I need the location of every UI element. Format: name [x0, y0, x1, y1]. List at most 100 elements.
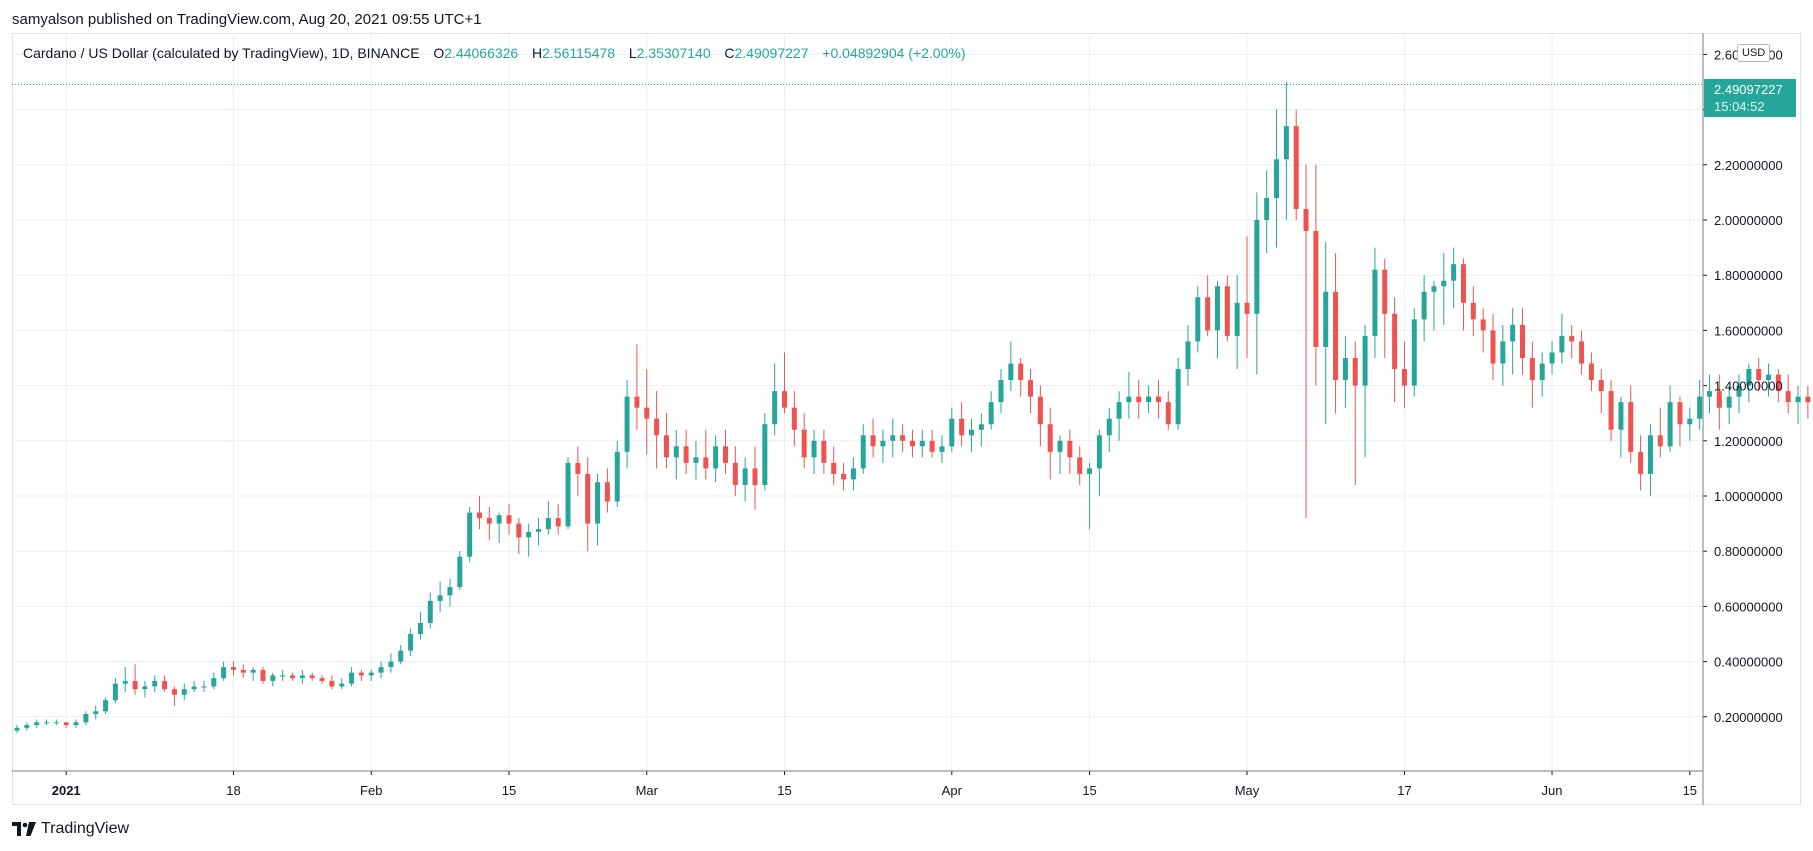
candle[interactable]	[53, 719, 59, 726]
candle[interactable]	[1441, 253, 1447, 325]
candle[interactable]	[575, 446, 581, 496]
candle[interactable]	[1146, 385, 1152, 414]
candle[interactable]	[1628, 385, 1634, 463]
candle[interactable]	[1716, 374, 1722, 430]
candle[interactable]	[1333, 253, 1339, 414]
candle[interactable]	[850, 457, 856, 491]
candle[interactable]	[1569, 324, 1575, 358]
candle[interactable]	[1224, 275, 1230, 342]
candle[interactable]	[545, 501, 551, 535]
candle[interactable]	[683, 429, 689, 474]
candle[interactable]	[1254, 192, 1260, 375]
candle[interactable]	[1726, 385, 1732, 425]
candle[interactable]	[142, 680, 148, 698]
candle[interactable]	[1667, 385, 1673, 452]
candle[interactable]	[988, 391, 994, 430]
candle[interactable]	[1274, 109, 1280, 248]
candle[interactable]	[860, 424, 866, 474]
candle[interactable]	[939, 435, 945, 463]
candle[interactable]	[122, 667, 128, 692]
candle[interactable]	[713, 435, 719, 483]
candle[interactable]	[230, 661, 236, 676]
candle[interactable]	[909, 429, 915, 458]
candle[interactable]	[1411, 308, 1417, 397]
candle[interactable]	[1677, 396, 1683, 447]
candle[interactable]	[841, 462, 847, 491]
candle[interactable]	[811, 429, 817, 474]
candle[interactable]	[1077, 446, 1083, 485]
candle[interactable]	[1283, 82, 1289, 220]
candle[interactable]	[476, 496, 482, 530]
candle[interactable]	[900, 424, 906, 452]
candle[interactable]	[526, 523, 532, 557]
candle[interactable]	[191, 680, 197, 692]
candle[interactable]	[309, 672, 315, 681]
candle[interactable]	[565, 457, 571, 530]
candle[interactable]	[693, 440, 699, 480]
candle[interactable]	[171, 686, 177, 706]
candle[interactable]	[624, 380, 630, 469]
candle[interactable]	[132, 664, 138, 695]
candle[interactable]	[280, 669, 286, 681]
candle[interactable]	[772, 363, 778, 436]
candle[interactable]	[870, 418, 876, 458]
candle[interactable]	[1657, 407, 1663, 458]
candle[interactable]	[496, 512, 502, 543]
candle[interactable]	[1096, 429, 1102, 496]
candle[interactable]	[1155, 380, 1161, 419]
candle[interactable]	[1638, 435, 1644, 491]
candle[interactable]	[644, 369, 650, 455]
candle[interactable]	[112, 678, 118, 703]
candle[interactable]	[162, 675, 168, 692]
candle[interactable]	[417, 611, 423, 640]
candle[interactable]	[929, 429, 935, 458]
candle[interactable]	[299, 669, 305, 684]
candle[interactable]	[1323, 242, 1329, 425]
candle[interactable]	[1618, 396, 1624, 458]
candle[interactable]	[968, 418, 974, 452]
candle[interactable]	[1460, 258, 1466, 331]
candle[interactable]	[752, 446, 758, 510]
candle[interactable]	[1234, 275, 1240, 370]
candle[interactable]	[457, 551, 463, 590]
candle[interactable]	[1175, 358, 1181, 430]
candle[interactable]	[1244, 236, 1250, 358]
candle[interactable]	[1766, 363, 1772, 397]
candle[interactable]	[1037, 385, 1043, 447]
candle[interactable]	[427, 592, 433, 629]
candle[interactable]	[1008, 341, 1014, 392]
candle[interactable]	[1293, 109, 1299, 220]
candle[interactable]	[152, 675, 158, 692]
candle[interactable]	[1214, 280, 1220, 358]
candle[interactable]	[1559, 313, 1565, 364]
candle[interactable]	[919, 429, 925, 458]
candle[interactable]	[1687, 407, 1693, 441]
candle[interactable]	[1529, 341, 1535, 408]
candle[interactable]	[703, 429, 709, 480]
candle[interactable]	[181, 683, 187, 701]
candle[interactable]	[83, 711, 89, 726]
candle[interactable]	[1057, 435, 1063, 474]
candle[interactable]	[408, 628, 414, 657]
candle[interactable]	[1805, 385, 1811, 419]
candle[interactable]	[388, 653, 394, 673]
candle[interactable]	[890, 418, 896, 458]
candle[interactable]	[1431, 280, 1437, 331]
candle[interactable]	[1106, 407, 1112, 452]
candle[interactable]	[654, 391, 660, 469]
candle[interactable]	[1598, 369, 1604, 414]
candle[interactable]	[260, 667, 266, 684]
candle[interactable]	[722, 429, 728, 474]
candle[interactable]	[319, 675, 325, 684]
candle[interactable]	[1480, 308, 1486, 353]
candle[interactable]	[1195, 286, 1201, 353]
candle[interactable]	[782, 352, 788, 414]
candle[interactable]	[1451, 247, 1457, 309]
candle[interactable]	[791, 391, 797, 447]
candle[interactable]	[1126, 371, 1132, 419]
candle[interactable]	[959, 402, 965, 447]
candle[interactable]	[486, 507, 492, 541]
candle[interactable]	[44, 719, 50, 726]
candle[interactable]	[506, 504, 512, 535]
candle[interactable]	[63, 722, 69, 728]
